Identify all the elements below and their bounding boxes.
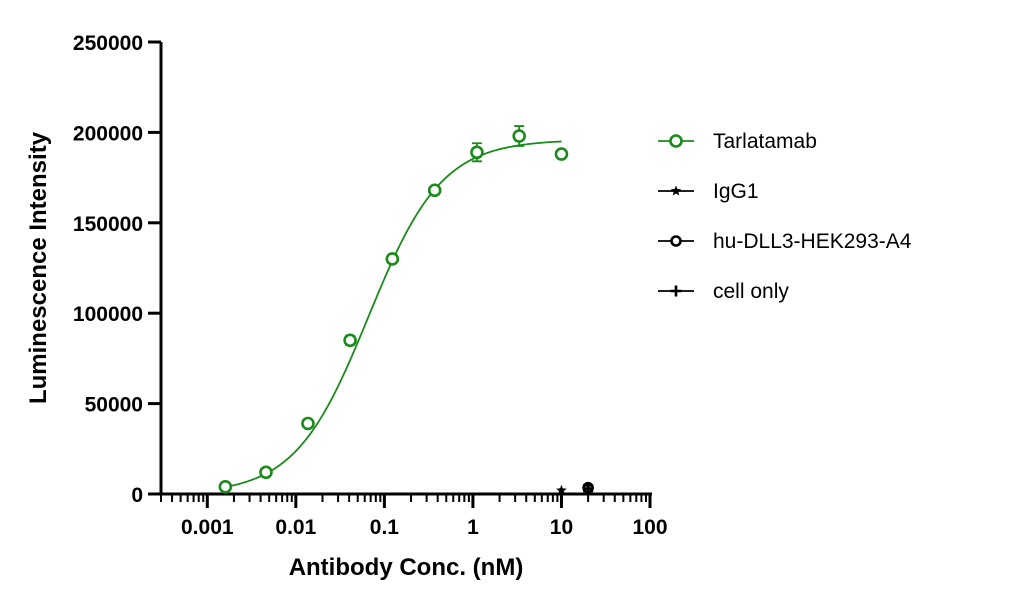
point-marker [512,129,526,143]
y-tick-label: 150000 [73,213,143,236]
y-ticks: 0 50000 100000 150000 200000 250000 [73,32,161,507]
x-tick-label: 10 [550,516,573,539]
x-tick-label: 1 [467,516,479,539]
fit-curves [225,140,562,488]
y-tick-label: 50000 [85,394,143,417]
point-marker [670,185,682,196]
y-tick-label: 250000 [73,32,143,55]
point-marker [670,235,682,247]
legend-label: Tarlatamab [713,130,817,153]
legend-item: Tarlatamab [658,130,817,153]
point-marker [554,147,569,161]
y-tick-label: 200000 [73,122,143,145]
x-ticks: 0.001 0.01 0.1 1 10 100 [160,494,668,539]
series-marks [218,125,594,495]
x-tick-label: 0.1 [370,516,400,539]
legend-label: cell only [713,280,789,303]
x-tick-label: 0.01 [275,516,316,539]
point-marker [669,134,683,148]
legend-label: IgG1 [713,180,759,203]
plot-area: 0 50000 100000 150000 200000 250000 0.001 0.01… [73,32,668,539]
point-marker [670,285,682,297]
x-axis-label: Antibody Conc. (nM) [289,554,524,581]
y-tick-label: 100000 [73,303,143,326]
point-marker [556,484,567,495]
point-marker [259,465,273,480]
legend-label: hu-DLL3-HEK293-A4 [713,230,912,253]
point-marker [427,183,442,198]
legend: Tarlatamab IgG1 hu-DLL3-HEK293-A4 cell only [658,130,912,303]
point-marker [343,333,357,348]
series-group [218,125,569,494]
series-group [582,483,594,495]
fit-curve [225,140,562,488]
legend-item: hu-DLL3-HEK293-A4 [658,230,912,253]
x-tick-label: 0.001 [181,516,234,539]
point-marker [385,252,400,266]
y-tick-label: 0 [131,484,143,507]
series-group [556,484,567,495]
y-axis-label: Luminescence Intensity [25,131,52,404]
x-tick-label: 100 [632,516,667,539]
legend-item: IgG1 [658,180,759,203]
legend-item: cell only [658,280,789,303]
point-marker [218,479,233,494]
point-marker [301,416,315,431]
point-marker [582,483,594,495]
point-marker [470,145,484,160]
